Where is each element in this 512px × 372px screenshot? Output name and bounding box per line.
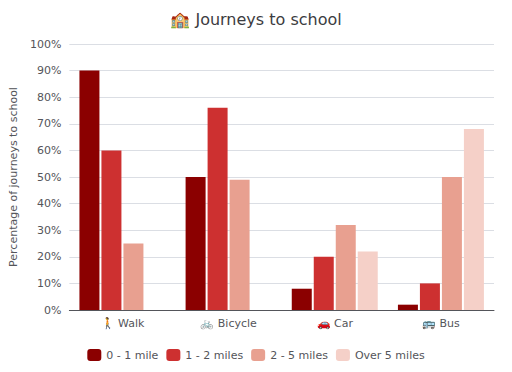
- svg-text:0 - 1 mile: 0 - 1 mile: [106, 349, 158, 362]
- svg-text:90%: 90%: [37, 64, 61, 77]
- svg-text:🚌 Bus: 🚌 Bus: [422, 317, 460, 330]
- svg-text:Percentage of journeys to scho: Percentage of journeys to school: [7, 87, 20, 267]
- svg-text:2 - 5 miles: 2 - 5 miles: [270, 349, 328, 362]
- svg-text:10%: 10%: [37, 277, 61, 290]
- svg-text:30%: 30%: [37, 224, 61, 237]
- svg-text:100%: 100%: [30, 38, 61, 51]
- svg-text:70%: 70%: [37, 117, 61, 130]
- svg-text:🚗 Car: 🚗 Car: [317, 317, 354, 330]
- svg-text:🚶 Walk: 🚶 Walk: [101, 317, 145, 330]
- svg-text:20%: 20%: [37, 250, 61, 263]
- svg-text:🚲 Bicycle: 🚲 Bicycle: [200, 317, 257, 330]
- svg-text:0%: 0%: [44, 304, 61, 317]
- svg-text:50%: 50%: [37, 171, 61, 184]
- svg-text:1 - 2 miles: 1 - 2 miles: [185, 349, 243, 362]
- svg-text:Over 5 miles: Over 5 miles: [355, 349, 425, 362]
- svg-text:60%: 60%: [37, 144, 61, 157]
- svg-text:🏫 Journeys to school: 🏫 Journeys to school: [170, 10, 341, 29]
- svg-text:80%: 80%: [37, 91, 61, 104]
- svg-text:40%: 40%: [37, 197, 61, 210]
